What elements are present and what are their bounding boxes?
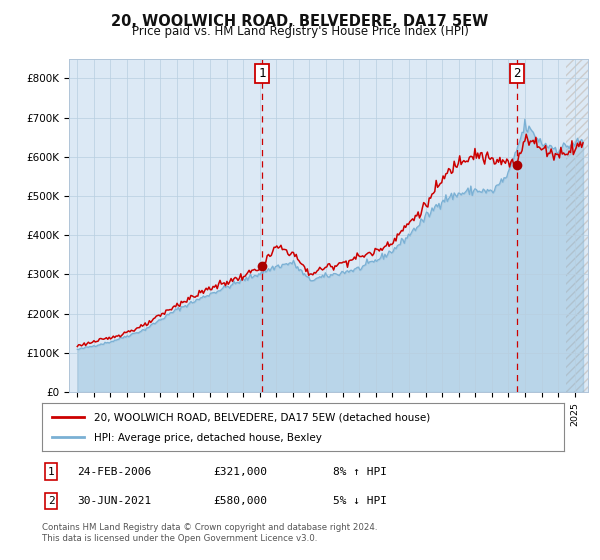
Text: 20, WOOLWICH ROAD, BELVEDERE, DA17 5EW (detached house): 20, WOOLWICH ROAD, BELVEDERE, DA17 5EW (…	[94, 413, 430, 422]
Text: 20, WOOLWICH ROAD, BELVEDERE, DA17 5EW: 20, WOOLWICH ROAD, BELVEDERE, DA17 5EW	[112, 14, 488, 29]
Text: HPI: Average price, detached house, Bexley: HPI: Average price, detached house, Bexl…	[94, 433, 322, 444]
Text: 2: 2	[513, 67, 520, 80]
Text: Contains HM Land Registry data © Crown copyright and database right 2024.
This d: Contains HM Land Registry data © Crown c…	[42, 524, 377, 543]
Text: £321,000: £321,000	[213, 466, 267, 477]
Text: Price paid vs. HM Land Registry's House Price Index (HPI): Price paid vs. HM Land Registry's House …	[131, 25, 469, 38]
Text: 2: 2	[47, 496, 55, 506]
Text: £580,000: £580,000	[213, 496, 267, 506]
Text: 30-JUN-2021: 30-JUN-2021	[77, 496, 151, 506]
Bar	[566, 59, 588, 392]
Text: 1: 1	[259, 67, 266, 80]
Text: 8% ↑ HPI: 8% ↑ HPI	[333, 466, 387, 477]
Text: 1: 1	[47, 466, 55, 477]
Text: 5% ↓ HPI: 5% ↓ HPI	[333, 496, 387, 506]
Text: 24-FEB-2006: 24-FEB-2006	[77, 466, 151, 477]
